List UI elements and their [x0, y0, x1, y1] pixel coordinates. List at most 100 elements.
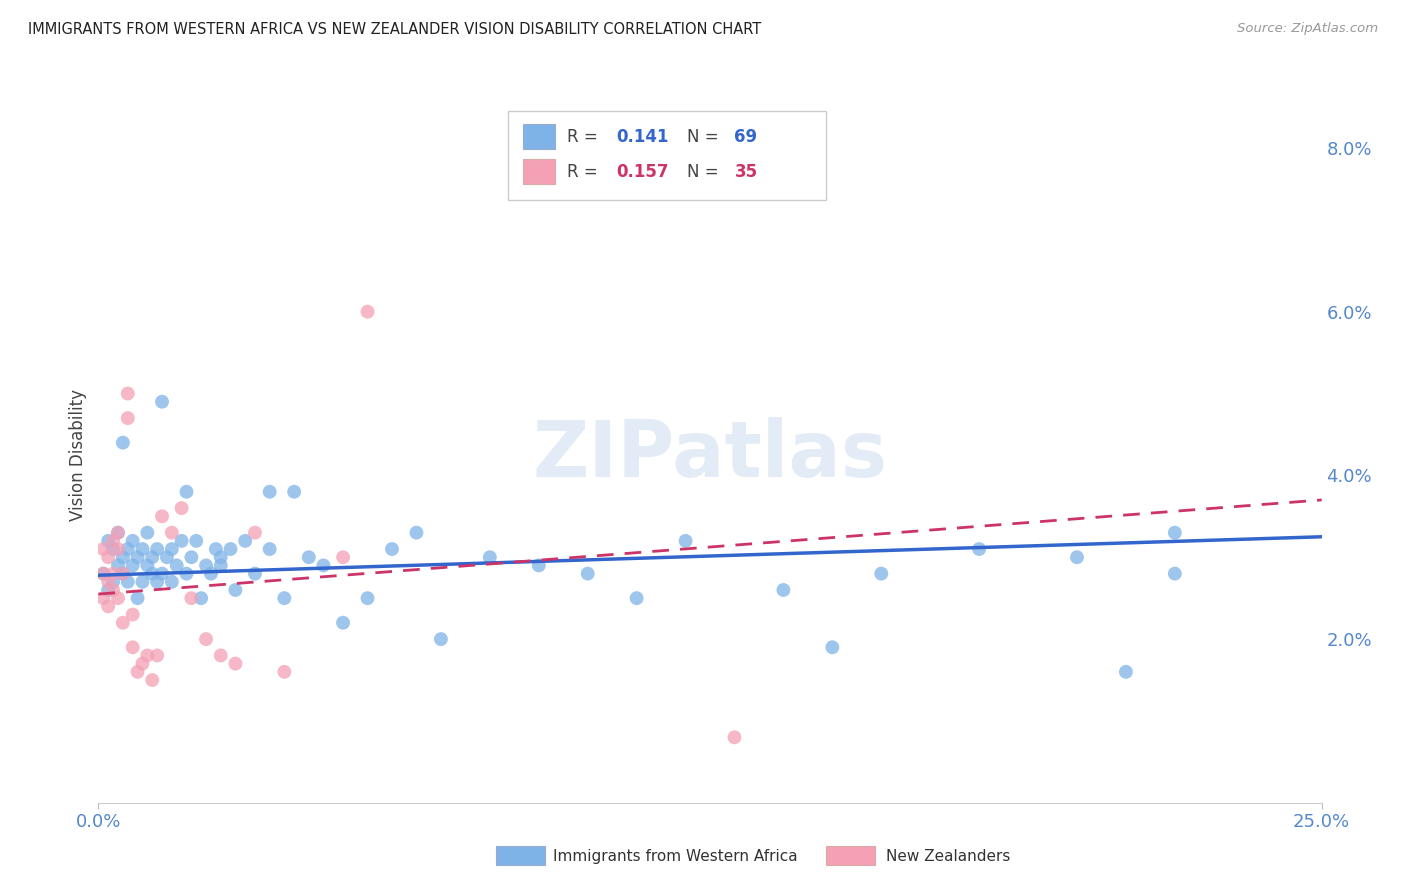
- Text: N =: N =: [686, 162, 724, 181]
- Text: R =: R =: [567, 162, 603, 181]
- Text: Immigrants from Western Africa: Immigrants from Western Africa: [554, 849, 799, 863]
- Point: [127, 550, 149, 565]
- Point: [97, 550, 120, 565]
- Bar: [523, 159, 555, 185]
- Point: [332, 550, 354, 565]
- Point: [190, 591, 212, 606]
- Point: [127, 665, 149, 679]
- Point: [1164, 566, 1187, 581]
- Point: [219, 542, 242, 557]
- Point: [224, 582, 246, 597]
- Point: [111, 615, 134, 630]
- Point: [176, 566, 198, 581]
- Point: [91, 566, 114, 581]
- Point: [176, 484, 198, 499]
- Point: [160, 542, 183, 557]
- Point: [156, 550, 179, 565]
- Point: [356, 304, 378, 318]
- Point: [195, 632, 218, 646]
- Point: [160, 525, 183, 540]
- Point: [576, 566, 599, 581]
- Point: [273, 591, 295, 606]
- Bar: [523, 124, 555, 150]
- Point: [170, 533, 193, 548]
- Point: [117, 386, 139, 401]
- Y-axis label: Vision Disability: Vision Disability: [69, 389, 87, 521]
- Point: [131, 574, 153, 589]
- Bar: [496, 846, 546, 865]
- Point: [527, 558, 550, 573]
- Point: [101, 566, 124, 581]
- Text: R =: R =: [567, 128, 603, 146]
- Point: [150, 509, 173, 524]
- Point: [107, 558, 129, 573]
- Point: [101, 574, 124, 589]
- Text: ZIPatlas: ZIPatlas: [533, 417, 887, 493]
- Text: New Zealanders: New Zealanders: [886, 849, 1011, 863]
- FancyBboxPatch shape: [508, 111, 827, 200]
- Point: [117, 411, 139, 425]
- Point: [205, 542, 228, 557]
- Point: [131, 657, 153, 671]
- Point: [107, 542, 129, 557]
- Point: [121, 640, 143, 655]
- Point: [117, 542, 139, 557]
- Point: [121, 607, 143, 622]
- Point: [136, 525, 159, 540]
- Point: [141, 566, 163, 581]
- Point: [166, 558, 188, 573]
- Point: [121, 558, 143, 573]
- Point: [150, 566, 173, 581]
- Point: [1164, 525, 1187, 540]
- Point: [200, 566, 222, 581]
- Text: N =: N =: [686, 128, 724, 146]
- Point: [332, 615, 354, 630]
- Text: 69: 69: [734, 128, 758, 146]
- Point: [91, 542, 114, 557]
- Point: [381, 542, 404, 557]
- Point: [243, 566, 266, 581]
- Point: [141, 673, 163, 687]
- Point: [723, 731, 745, 745]
- Point: [478, 550, 501, 565]
- Point: [101, 542, 124, 557]
- Text: 0.157: 0.157: [616, 162, 668, 181]
- Point: [209, 648, 232, 663]
- Point: [209, 558, 232, 573]
- Point: [243, 525, 266, 540]
- Point: [101, 582, 124, 597]
- Point: [111, 566, 134, 581]
- Point: [111, 435, 134, 450]
- Point: [141, 550, 163, 565]
- Point: [259, 542, 281, 557]
- Point: [111, 566, 134, 581]
- Point: [146, 542, 169, 557]
- Point: [117, 574, 139, 589]
- Point: [180, 591, 202, 606]
- Point: [405, 525, 427, 540]
- Point: [233, 533, 256, 548]
- Point: [131, 542, 153, 557]
- Point: [283, 484, 305, 499]
- Point: [91, 566, 114, 581]
- Bar: [827, 846, 875, 865]
- Point: [180, 550, 202, 565]
- Text: IMMIGRANTS FROM WESTERN AFRICA VS NEW ZEALANDER VISION DISABILITY CORRELATION CH: IMMIGRANTS FROM WESTERN AFRICA VS NEW ZE…: [28, 22, 762, 37]
- Point: [146, 574, 169, 589]
- Point: [136, 648, 159, 663]
- Point: [91, 591, 114, 606]
- Point: [101, 533, 124, 548]
- Point: [626, 591, 648, 606]
- Point: [97, 574, 120, 589]
- Point: [772, 582, 794, 597]
- Point: [298, 550, 321, 565]
- Text: Source: ZipAtlas.com: Source: ZipAtlas.com: [1237, 22, 1378, 36]
- Point: [224, 657, 246, 671]
- Point: [127, 591, 149, 606]
- Point: [97, 533, 120, 548]
- Point: [430, 632, 453, 646]
- Point: [356, 591, 378, 606]
- Point: [146, 648, 169, 663]
- Point: [186, 533, 208, 548]
- Point: [259, 484, 281, 499]
